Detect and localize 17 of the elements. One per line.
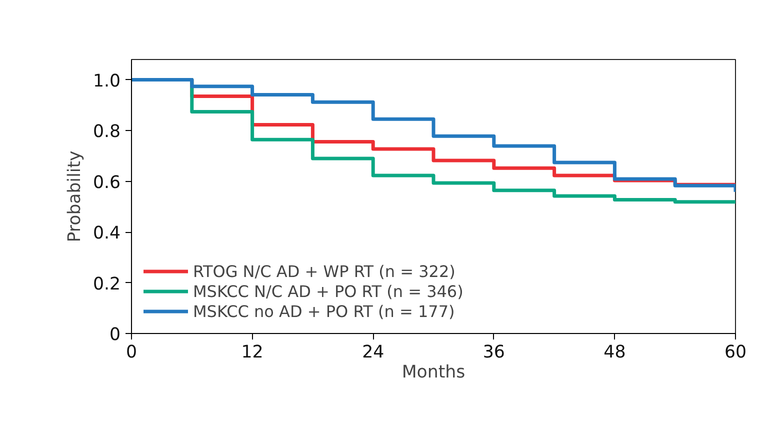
y-tick-label: 0.4 [92,224,121,244]
y-tick-label: 0.2 [92,274,121,294]
y-tick-label: 0 [109,325,121,345]
y-tick-label: 0.8 [92,122,121,142]
x-tick-label: 12 [241,342,264,362]
legend-label: MSKCC no AD + PO RT (n = 177) [193,302,455,320]
legend-label: RTOG N/C AD + WP RT (n = 322) [193,262,456,280]
y-tick-label: 0.6 [92,172,121,193]
x-axis-title: Months [402,362,466,382]
x-tick-label: 60 [724,342,747,362]
legend-label: MSKCC N/C AD + PO RT (n = 346) [193,282,464,300]
y-tick-label: 1.0 [92,71,121,92]
x-tick-label: 0 [126,342,138,362]
y-axis-title: Probability [64,150,85,242]
x-tick-label: 24 [362,342,384,362]
x-tick-label: 48 [604,342,626,362]
x-tick-label: 36 [482,342,505,362]
